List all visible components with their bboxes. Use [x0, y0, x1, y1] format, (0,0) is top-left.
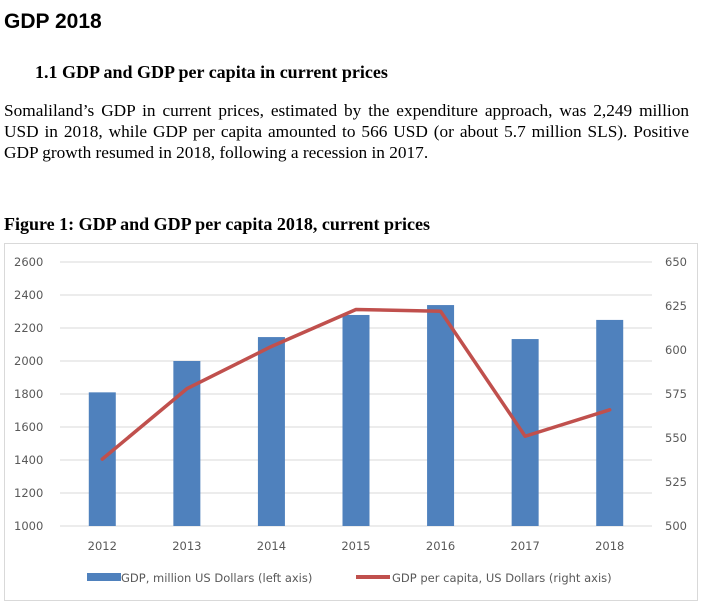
legend: GDP, million US Dollars (left axis) GDP …: [87, 571, 612, 585]
bar-2015: [342, 314, 370, 526]
gdp-per-capita-line: [100, 307, 612, 461]
left-tick-label: 1400: [14, 453, 43, 467]
legend-label-gdp: GDP, million US Dollars (left axis): [121, 571, 312, 585]
left-tick-label: 2200: [14, 321, 43, 335]
left-tick-label: 1600: [14, 420, 43, 434]
x-tick-label: 2014: [257, 539, 286, 553]
left-tick-label: 2000: [14, 354, 43, 368]
left-axis: 2600 2400 2200 2000 1800 1600 1400 1200 1000: [14, 255, 43, 533]
x-axis: 2012 2013 2014 2015 2016 2017 2018: [88, 539, 625, 553]
figure-caption: Figure 1: GDP and GDP per capita 2018, c…: [4, 214, 430, 234]
left-tick-label: 2400: [14, 288, 43, 302]
x-tick-label: 2012: [88, 539, 117, 553]
legend-label-gdp-per-capita: GDP per capita, US Dollars (right axis): [392, 571, 612, 585]
x-tick-label: 2015: [341, 539, 370, 553]
right-tick-label: 600: [665, 343, 687, 357]
right-tick-label: 525: [665, 475, 687, 489]
legend-swatch-gdp: [87, 573, 121, 581]
section-heading: 1.1 GDP and GDP per capita in current pr…: [35, 62, 388, 82]
right-tick-label: 550: [665, 431, 687, 445]
x-tick-label: 2018: [595, 539, 624, 553]
left-tick-label: 2600: [14, 255, 43, 269]
left-tick-label: 1200: [14, 486, 43, 500]
body-paragraph: Somaliland’s GDP in current prices, esti…: [4, 101, 689, 162]
page-title: GDP 2018: [4, 10, 102, 33]
right-tick-label: 625: [665, 299, 687, 313]
left-tick-label: 1800: [14, 387, 43, 401]
left-tick-label: 1000: [14, 519, 43, 533]
right-tick-label: 650: [665, 255, 687, 269]
right-tick-label: 500: [665, 519, 687, 533]
bar-2016: [427, 305, 455, 526]
right-axis: 650 625 600 575 550 525 500: [665, 255, 687, 533]
x-tick-label: 2017: [511, 539, 540, 553]
bar-2018: [596, 319, 624, 526]
x-tick-label: 2013: [172, 539, 201, 553]
x-tick-label: 2016: [426, 539, 455, 553]
right-tick-label: 575: [665, 387, 687, 401]
bar-2014: [257, 337, 285, 526]
